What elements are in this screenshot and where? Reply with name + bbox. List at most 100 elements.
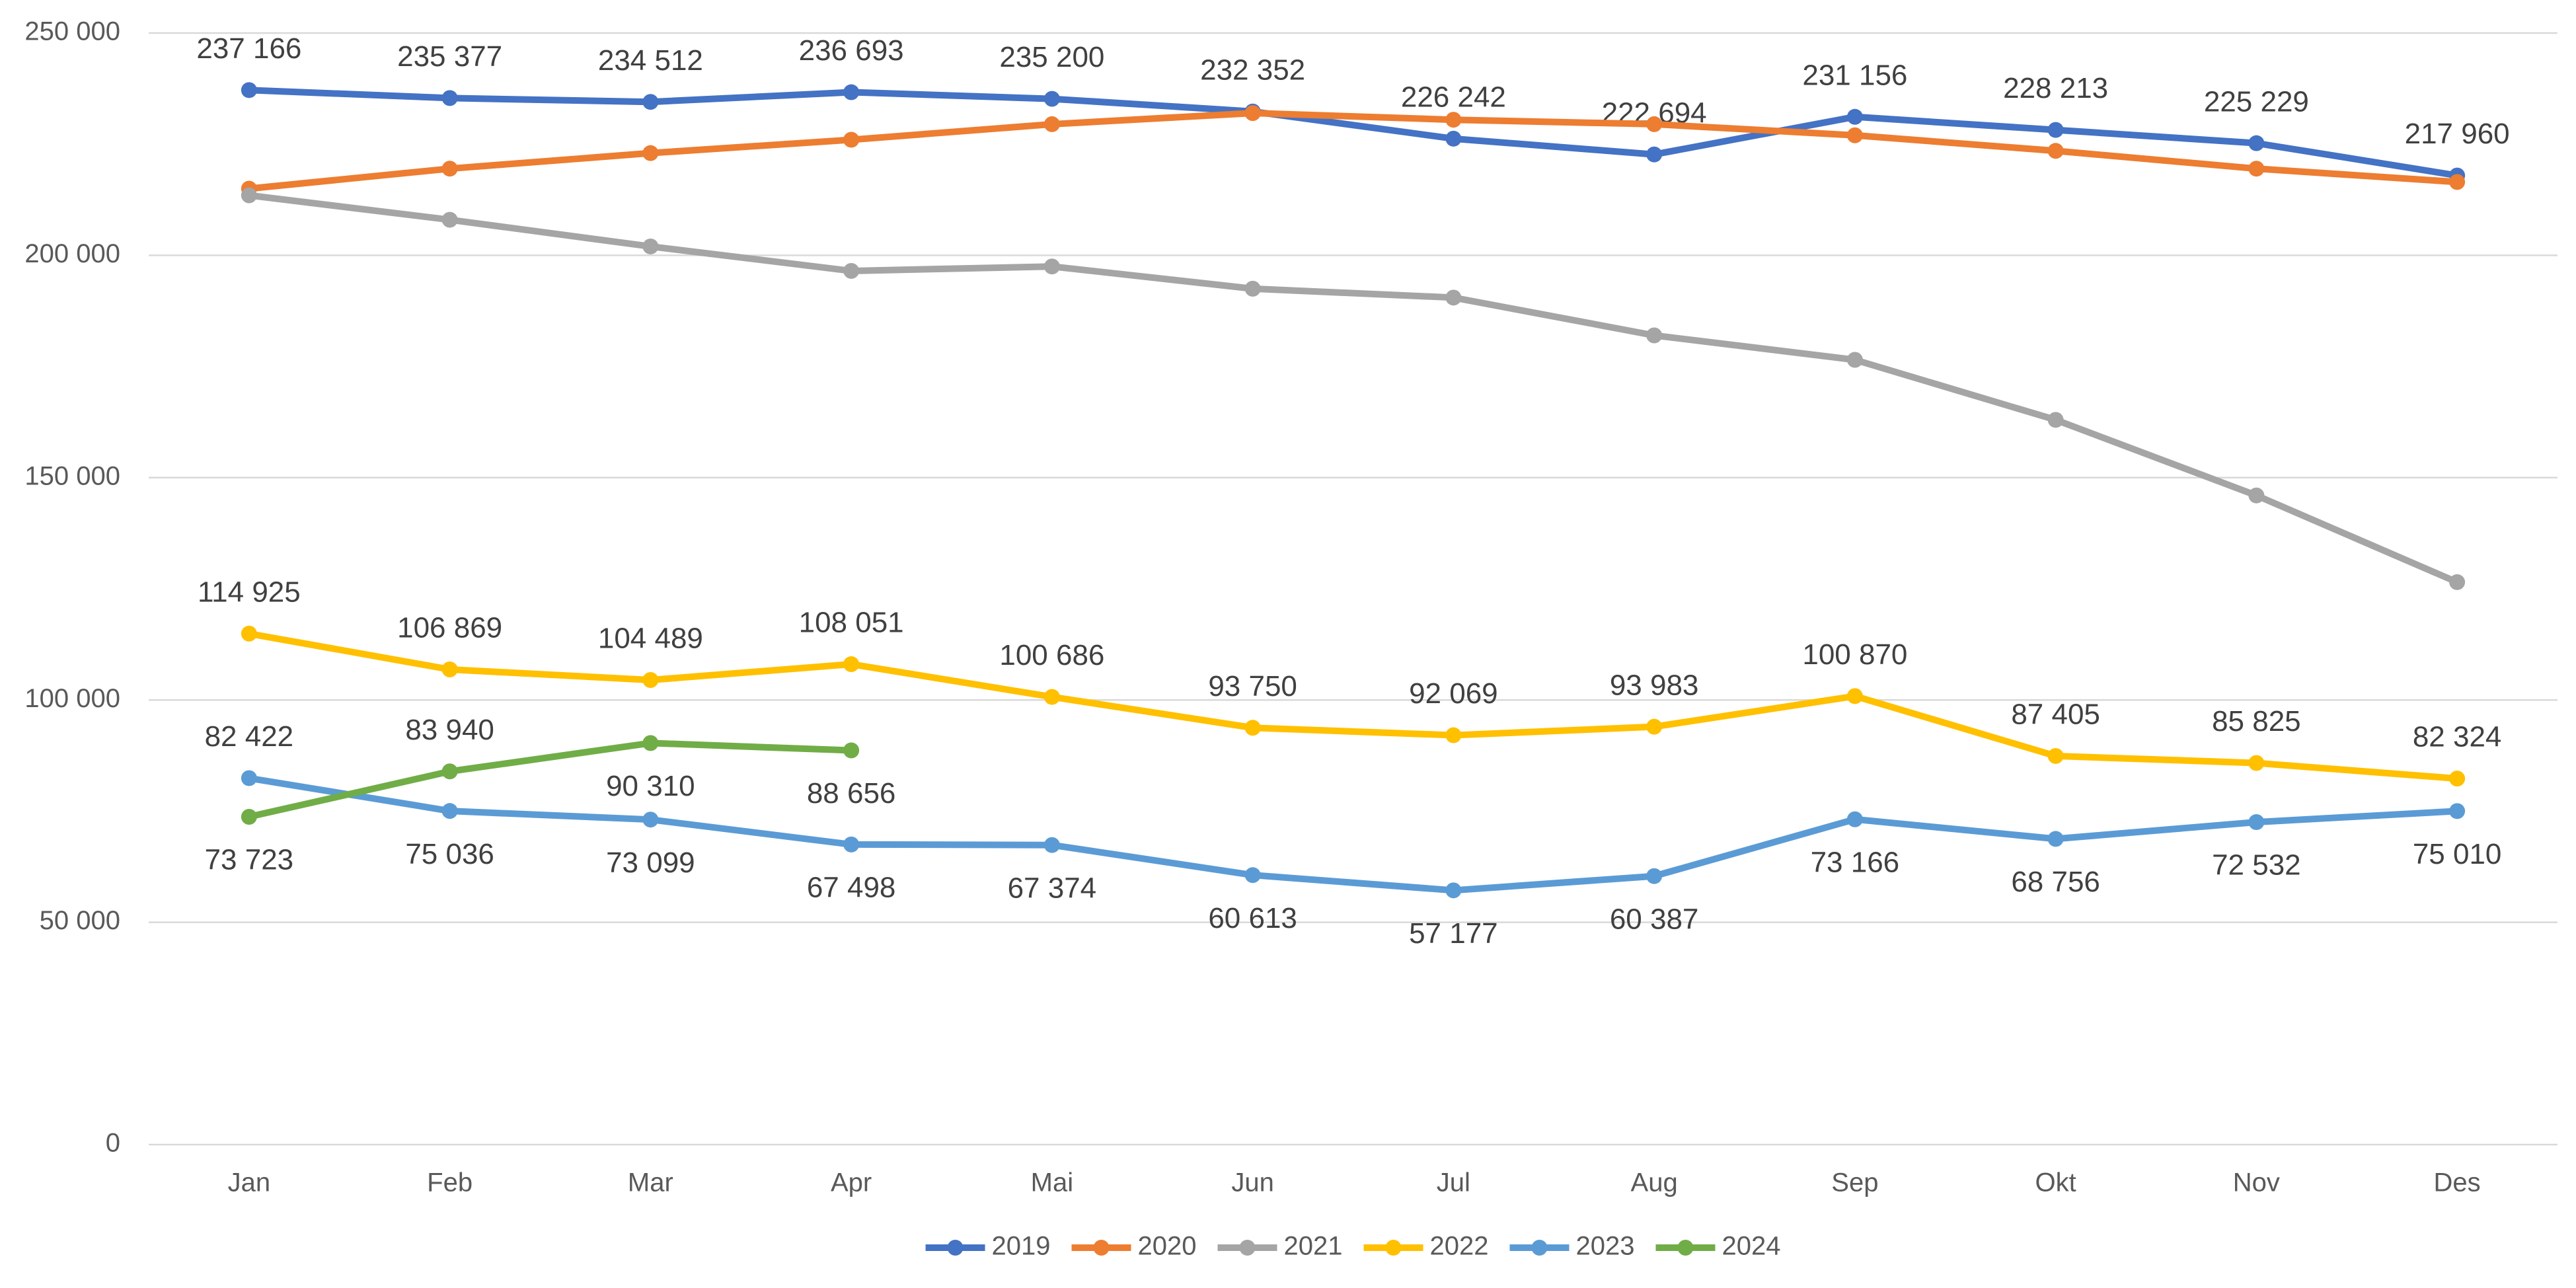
- data-label: 231 156: [1802, 59, 1907, 91]
- x-tick-label: Mai: [1031, 1168, 1073, 1197]
- data-label: 228 213: [2003, 72, 2108, 104]
- point: [441, 211, 458, 228]
- legend-label: 2020: [1138, 1232, 1197, 1261]
- point: [843, 262, 860, 279]
- point: [1846, 811, 1863, 827]
- data-label: 57 177: [1409, 917, 1498, 950]
- point: [2248, 135, 2265, 151]
- point: [2449, 803, 2466, 819]
- x-tick-label: Mar: [628, 1168, 673, 1197]
- data-label: 237 166: [196, 32, 301, 65]
- point: [2449, 771, 2466, 787]
- point: [642, 238, 659, 254]
- point: [441, 763, 458, 780]
- point: [2047, 122, 2064, 138]
- data-label: 108 051: [799, 607, 904, 639]
- point: [1646, 116, 1663, 132]
- point: [843, 836, 860, 852]
- legend-marker: [947, 1240, 964, 1256]
- data-label: 100 686: [999, 639, 1104, 671]
- data-label: 93 983: [1610, 669, 1699, 701]
- data-label: 60 387: [1610, 903, 1699, 935]
- data-label: 67 374: [1008, 872, 1097, 904]
- data-label: 114 925: [198, 576, 301, 608]
- y-tick-label: 100 000: [24, 684, 120, 713]
- data-label: 83 940: [405, 714, 494, 746]
- point: [1846, 108, 1863, 125]
- x-tick-label: Jun: [1231, 1168, 1274, 1197]
- point: [2248, 487, 2265, 504]
- series-line: [248, 87, 2458, 179]
- y-tick-label: 50 000: [40, 906, 120, 935]
- point: [1646, 718, 1663, 735]
- point: [441, 90, 458, 106]
- y-tick-label: 150 000: [24, 461, 120, 490]
- point: [1043, 689, 1060, 705]
- data-label: 93 750: [1208, 670, 1297, 702]
- legend-marker: [1677, 1240, 1694, 1256]
- data-label: 232 352: [1200, 54, 1305, 86]
- data-label: 90 310: [606, 770, 695, 802]
- x-tick-label: Apr: [831, 1168, 872, 1197]
- data-label: 106 869: [397, 612, 502, 644]
- point: [1846, 352, 1863, 368]
- point: [1043, 91, 1060, 107]
- data-label: 85 825: [2212, 705, 2301, 738]
- data-label: 60 613: [1208, 902, 1297, 934]
- data-label: 100 870: [1802, 638, 1907, 671]
- data-label: 82 324: [2413, 721, 2502, 753]
- point: [1445, 130, 1462, 147]
- point: [2449, 574, 2466, 590]
- point: [1043, 837, 1060, 853]
- x-tick-label: Aug: [1631, 1168, 1678, 1197]
- data-label: 67 498: [807, 871, 896, 903]
- x-tick-label: Des: [2434, 1168, 2481, 1197]
- data-label: 92 069: [1409, 677, 1498, 710]
- point: [2449, 174, 2466, 190]
- x-tick-label: Nov: [2233, 1168, 2280, 1197]
- data-label: 235 377: [397, 40, 502, 73]
- x-tick-label: Okt: [2035, 1168, 2076, 1197]
- x-tick-label: Feb: [427, 1168, 473, 1197]
- point: [1646, 868, 1663, 884]
- point: [1445, 112, 1462, 128]
- legend-label: 2024: [1722, 1232, 1780, 1261]
- data-label: 75 036: [405, 838, 494, 870]
- point: [2047, 747, 2064, 764]
- data-label: 75 010: [2413, 838, 2502, 870]
- point: [441, 161, 458, 177]
- point: [642, 671, 659, 688]
- point: [241, 770, 257, 786]
- data-label: 225 229: [2204, 85, 2309, 118]
- data-label: 82 422: [205, 720, 294, 753]
- point: [241, 625, 257, 642]
- data-label: 217 960: [2405, 118, 2510, 150]
- legend-label: 2022: [1430, 1232, 1489, 1261]
- legend-label: 2019: [992, 1232, 1051, 1261]
- series-line: [248, 630, 2458, 782]
- point: [843, 84, 860, 100]
- legend-label: 2023: [1575, 1232, 1634, 1261]
- point: [2248, 814, 2265, 831]
- point: [642, 94, 659, 110]
- point: [1043, 258, 1060, 275]
- point: [441, 661, 458, 677]
- point: [1244, 867, 1261, 884]
- point: [1646, 146, 1663, 163]
- point: [1445, 882, 1462, 899]
- data-label: 72 532: [2212, 849, 2301, 882]
- y-tick-label: 0: [106, 1129, 120, 1158]
- data-label: 73 166: [1811, 846, 1900, 878]
- point: [1244, 105, 1261, 122]
- point: [843, 656, 860, 673]
- y-tick-label: 200 000: [24, 239, 120, 268]
- point: [1445, 289, 1462, 306]
- point: [642, 145, 659, 161]
- data-label: 88 656: [807, 777, 896, 810]
- data-label: 68 756: [2011, 866, 2100, 898]
- x-tick-label: Sep: [1831, 1168, 1878, 1197]
- series-line: [248, 775, 2458, 894]
- point: [843, 742, 860, 759]
- y-tick-label: 250 000: [24, 17, 120, 46]
